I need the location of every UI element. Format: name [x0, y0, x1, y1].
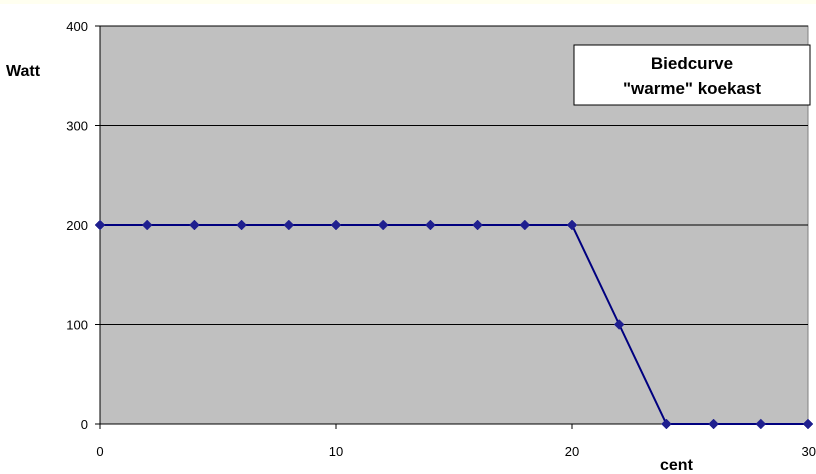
x-tick-label: 30	[802, 444, 816, 459]
data-point	[661, 418, 672, 430]
y-tick-label: 200	[66, 218, 88, 233]
x-tick-label: 0	[96, 444, 103, 459]
chart-title-box: Biedcurve "warme" koekast	[573, 44, 811, 106]
data-point	[377, 219, 389, 231]
data-point	[755, 418, 767, 430]
top-band	[0, 0, 816, 4]
y-tick-label: 100	[66, 318, 88, 333]
data-point	[613, 319, 625, 330]
data-point	[94, 219, 106, 231]
y-axis-label: Watt	[6, 63, 41, 80]
data-point	[141, 219, 153, 231]
data-point	[330, 219, 342, 231]
data-point	[189, 219, 200, 231]
x-tick-label: 20	[565, 444, 579, 459]
data-point	[283, 219, 295, 231]
y-tick-labels: 0 100 200 300 400	[66, 19, 88, 432]
y-tick-label: 300	[66, 119, 88, 134]
x-tick-label: 10	[329, 444, 343, 459]
data-point	[566, 219, 578, 231]
chart-title-line-1: Biedcurve	[651, 54, 733, 73]
y-tick-label: 0	[81, 417, 88, 432]
y-tick-label: 400	[66, 19, 88, 34]
data-point	[236, 219, 247, 231]
data-point	[472, 219, 483, 231]
chart-title-line-2: "warme" koekast	[623, 79, 761, 98]
title-box-frame	[573, 44, 811, 106]
data-point	[802, 418, 814, 430]
data-point	[425, 219, 436, 231]
x-axis-label: cent	[660, 457, 694, 474]
data-point	[708, 418, 719, 430]
x-tick-labels: 0 10 20 30	[96, 444, 816, 459]
series	[94, 219, 814, 430]
series-line	[100, 224, 808, 425]
data-point	[519, 219, 531, 231]
